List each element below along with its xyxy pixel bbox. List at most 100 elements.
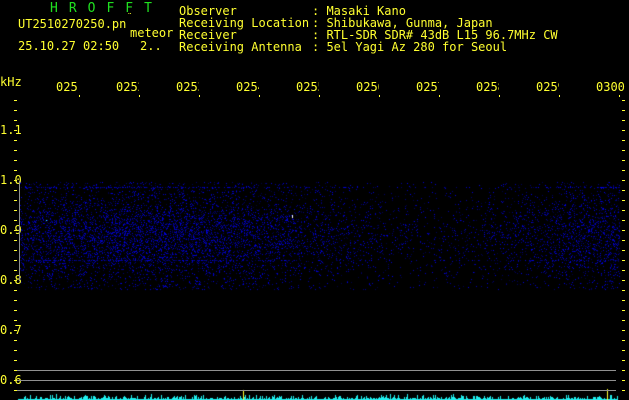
frequency-tick-mark: [622, 140, 625, 141]
time-tick-mark: [79, 95, 80, 97]
time-tick-label: 0253: [176, 81, 199, 93]
reference-line: [17, 370, 616, 371]
observer-value: : Masaki Kano: [312, 4, 406, 18]
frequency-tick-mark: [14, 180, 17, 181]
frequency-tick-mark: [622, 120, 625, 121]
frequency-tick-mark: [622, 300, 625, 301]
time-tick-mark: [319, 95, 320, 97]
frequency-tick-mark: [14, 330, 17, 331]
frequency-tick-mark: [622, 150, 625, 151]
frequency-tick-mark: [14, 190, 17, 191]
frequency-tick-mark: [14, 340, 17, 341]
filename-mark: ¨: [127, 13, 133, 23]
frequency-tick-mark: [622, 370, 625, 371]
frequency-tick-mark: [622, 250, 625, 251]
frequency-tick-mark: [622, 360, 625, 361]
frequency-tick-mark: [14, 390, 17, 391]
frequency-tick-mark: [622, 280, 625, 281]
time-tick-label: 0251: [56, 81, 79, 93]
frequency-tick-mark: [622, 380, 625, 381]
frequency-tick-mark: [14, 150, 17, 151]
time-tick-label: 0255: [296, 81, 319, 93]
frequency-tick-mark: [622, 110, 625, 111]
frequency-tick-mark: [14, 380, 17, 381]
app-title: HROFFT: [50, 1, 163, 16]
frequency-tick-mark: [14, 160, 17, 161]
time-tick-label: 0258: [476, 81, 499, 93]
frequency-tick-mark: [622, 290, 625, 291]
frequency-tick-mark: [622, 350, 625, 351]
frequency-tick-label: 1.0: [0, 173, 22, 187]
frequency-tick-mark: [622, 230, 625, 231]
time-tick-mark: [259, 95, 260, 97]
frequency-tick-mark: [622, 160, 625, 161]
time-tick-label: 0252: [116, 81, 139, 93]
y-unit-label: kHz: [0, 75, 22, 89]
frequency-tick-mark: [622, 240, 625, 241]
frequency-tick-label: 0.8: [0, 273, 22, 287]
frequency-tick-mark: [14, 170, 17, 171]
frequency-tick-mark: [14, 280, 17, 281]
frequency-tick-mark: [14, 130, 17, 131]
frequency-tick-mark: [622, 220, 625, 221]
antenna-value: : 5el Yagi Az 280 for Seoul: [312, 40, 508, 54]
time-tick-label: 0254: [236, 81, 259, 93]
reference-line: [17, 380, 616, 381]
location-value: : Shibukawa, Gunma, Japan: [312, 16, 493, 30]
frequency-tick-mark: [14, 260, 17, 261]
antenna-label: Receiving Antenna: [179, 40, 302, 54]
frequency-tick-mark: [622, 340, 625, 341]
frequency-tick-mark: [622, 130, 625, 131]
frequency-tick-mark: [622, 310, 625, 311]
filename: UT2510270250.pn: [18, 17, 127, 31]
time-tick-label: 0257: [416, 81, 439, 93]
location-label: Receiving Location: [179, 16, 310, 30]
frequency-tick-mark: [14, 120, 17, 121]
frequency-tick-mark: [14, 230, 17, 231]
time-tick-mark: [619, 95, 620, 97]
frequency-tick-mark: [622, 260, 625, 261]
time-tick-mark: [379, 95, 380, 97]
frequency-tick-mark: [14, 110, 17, 111]
extra-info: 2..: [140, 39, 162, 53]
receiver-value: : RTL-SDR SDR# 43dB L15 96.7MHz CW: [312, 28, 558, 42]
time-tick-label: 0256: [356, 81, 379, 93]
marker-line: [19, 181, 20, 281]
frequency-tick-mark: [14, 220, 17, 221]
frequency-tick-mark: [14, 350, 17, 351]
receiver-label: Receiver: [179, 28, 237, 42]
frequency-tick-mark: [14, 100, 17, 101]
frequency-tick-mark: [14, 300, 17, 301]
frequency-tick-label: 1.1: [0, 123, 22, 137]
time-tick-mark: [559, 95, 560, 97]
frequency-tick-mark: [622, 270, 625, 271]
frequency-tick-mark: [14, 210, 17, 211]
observer-label: Observer: [179, 4, 237, 18]
frequency-tick-mark: [14, 310, 17, 311]
frequency-tick-mark: [622, 320, 625, 321]
reference-line: [17, 390, 616, 391]
time-tick-label: 0259: [536, 81, 559, 93]
time-tick-mark: [199, 95, 200, 97]
frequency-tick-mark: [622, 190, 625, 191]
frequency-tick-mark: [14, 320, 17, 321]
time-tick-label: 0300: [596, 81, 625, 93]
frequency-tick-mark: [14, 360, 17, 361]
frequency-tick-mark: [622, 210, 625, 211]
frequency-tick-label: 0.6: [0, 373, 22, 387]
frequency-tick-mark: [14, 290, 17, 291]
frequency-tick-mark: [622, 170, 625, 171]
frequency-tick-label: 0.9: [0, 223, 22, 237]
time-tick-mark: [439, 95, 440, 97]
mode-label: meteor: [130, 26, 174, 40]
frequency-tick-mark: [622, 390, 625, 391]
time-tick-mark: [499, 95, 500, 97]
frequency-tick-mark: [14, 370, 17, 371]
frequency-tick-mark: [14, 140, 17, 141]
frequency-tick-mark: [14, 200, 17, 201]
frequency-tick-mark: [622, 200, 625, 201]
frequency-tick-mark: [622, 100, 625, 101]
time-tick-mark: [139, 95, 140, 97]
